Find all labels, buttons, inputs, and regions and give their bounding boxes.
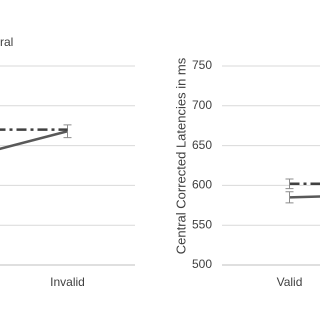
y-tick-label: 650	[192, 138, 212, 152]
y-tick-label: 750	[192, 58, 212, 72]
y-tick-label: 700	[192, 98, 212, 112]
legend-label: ral	[0, 35, 13, 49]
error-bar	[285, 178, 294, 190]
error-bar	[285, 191, 294, 204]
y-tick-label: 500	[192, 257, 212, 271]
error-bar	[63, 124, 72, 139]
y-tick-label: 600	[192, 178, 212, 192]
x-tick-label: Invalid	[50, 275, 85, 289]
series-line	[289, 195, 320, 199]
x-tick-label: Valid	[277, 275, 303, 289]
series-line	[0, 130, 68, 151]
y-axis-title: Central Corrected Latencies in ms	[173, 57, 188, 254]
y-tick-label: 550	[192, 217, 212, 231]
